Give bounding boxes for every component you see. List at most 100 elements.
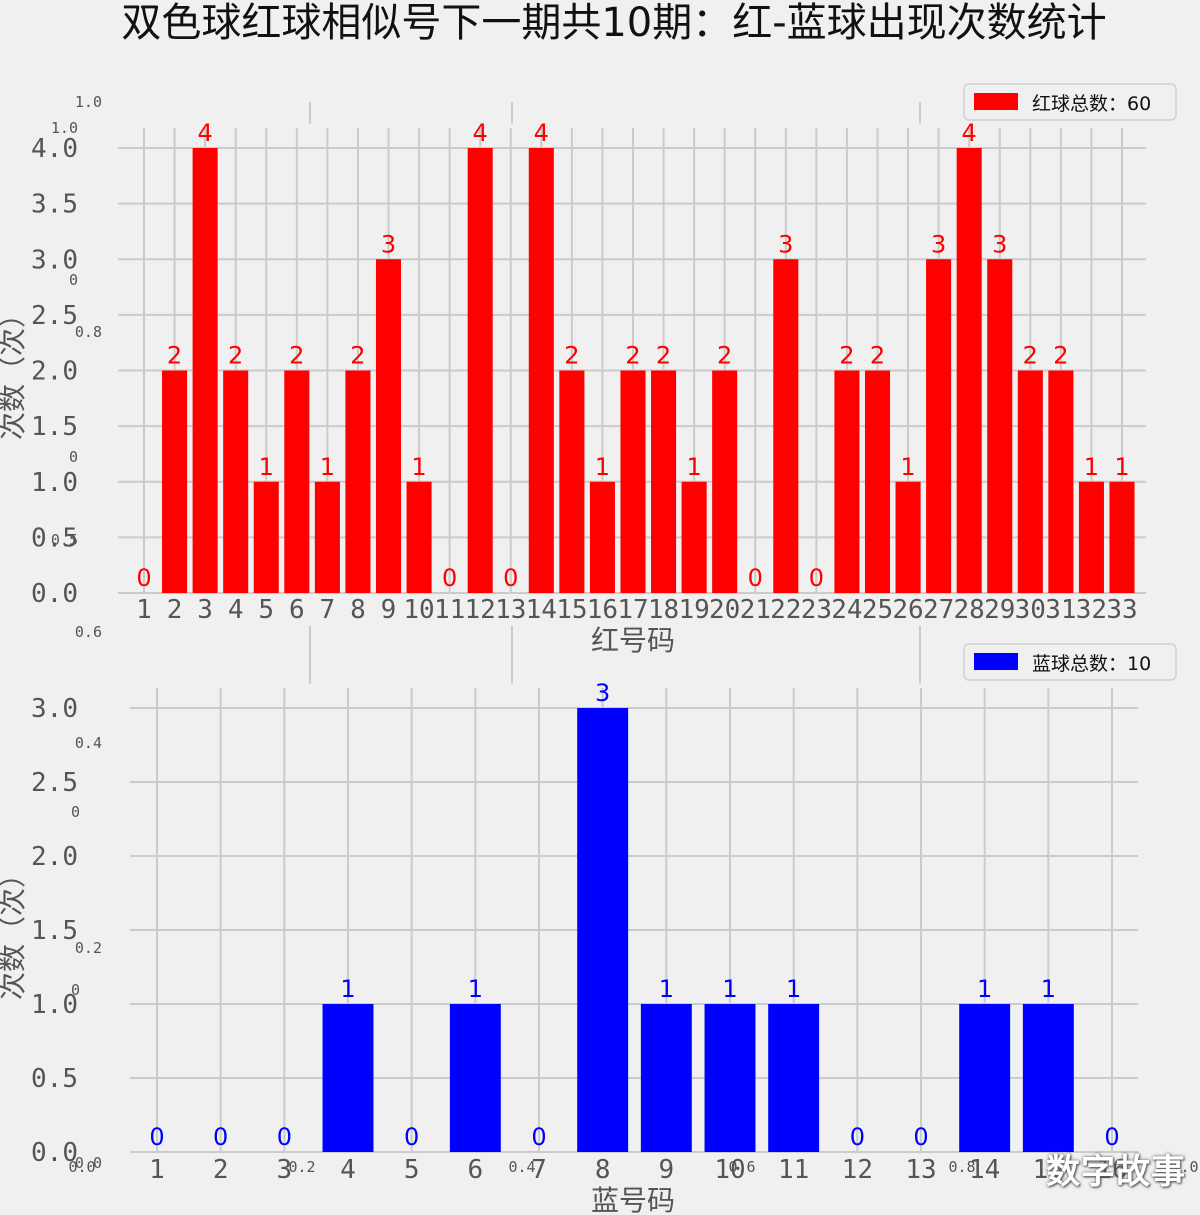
x-tick-label: 22 bbox=[770, 595, 801, 625]
x-axis-label: 红号码 bbox=[591, 624, 675, 657]
bar-value-label: 0 bbox=[503, 564, 518, 592]
bar-value-label: 2 bbox=[839, 342, 854, 370]
y-tick-label: 4.0 bbox=[31, 134, 78, 164]
bar-value-label: 0 bbox=[913, 1123, 928, 1151]
bar bbox=[1017, 370, 1043, 593]
bar-value-label: 1 bbox=[468, 975, 483, 1003]
x-tick-label: 27 bbox=[923, 595, 954, 625]
x-tick-label: 26 bbox=[892, 595, 923, 625]
legend-swatch bbox=[974, 653, 1018, 670]
x-tick-label: 33 bbox=[1106, 595, 1137, 625]
y-tick-label: 3.0 bbox=[31, 245, 78, 275]
x-tick-label: 13 bbox=[495, 595, 526, 625]
bar-value-label: 2 bbox=[656, 342, 671, 370]
bar-value-label: 3 bbox=[595, 679, 610, 707]
bar-value-label: 2 bbox=[228, 342, 243, 370]
y-axis-label: 次数（次） bbox=[0, 300, 29, 440]
x-tick-label: 7 bbox=[531, 1155, 547, 1185]
bar-value-label: 2 bbox=[625, 342, 640, 370]
x-tick-label: 11 bbox=[434, 595, 465, 625]
bar-value-label: 0 bbox=[136, 564, 151, 592]
y-tick-label: 2.0 bbox=[31, 842, 78, 872]
ghost-tick-label: 0.4 bbox=[508, 1158, 535, 1176]
bar bbox=[1048, 370, 1074, 593]
bar bbox=[712, 370, 738, 593]
bar-value-label: 1 bbox=[1084, 453, 1099, 481]
x-tick-label: 9 bbox=[381, 595, 397, 625]
x-tick-label: 30 bbox=[1015, 595, 1046, 625]
ghost-tick-label: 0 bbox=[69, 271, 78, 289]
bar-value-label: 1 bbox=[900, 453, 915, 481]
bar-value-label: 4 bbox=[962, 119, 977, 147]
x-tick-label: 28 bbox=[954, 595, 985, 625]
x-tick-label: 1 bbox=[149, 1155, 165, 1185]
bar-value-label: 3 bbox=[931, 230, 946, 258]
bar bbox=[1109, 481, 1135, 593]
y-tick-label: 2.5 bbox=[31, 768, 78, 798]
y-tick-label: 2.5 bbox=[31, 301, 78, 331]
x-tick-label: 31 bbox=[1045, 595, 1076, 625]
ghost-tick-label: 1.0 bbox=[75, 93, 102, 111]
bar bbox=[577, 708, 629, 1152]
bar bbox=[559, 370, 585, 593]
bar bbox=[704, 1004, 756, 1152]
ghost-tick-label: 0.8 bbox=[948, 1158, 975, 1176]
bar bbox=[620, 370, 646, 593]
ghost-tick-label: 1.0 bbox=[1171, 1158, 1198, 1176]
x-tick-label: 4 bbox=[340, 1155, 356, 1185]
bar bbox=[253, 481, 279, 593]
ghost-tick-label: 0.0 bbox=[68, 1158, 95, 1176]
bar-value-label: 3 bbox=[778, 230, 793, 258]
y-tick-label: 1.5 bbox=[31, 412, 78, 442]
red-ball-chart: 0.00.51.01.52.02.53.03.54.00122432415261… bbox=[0, 83, 1177, 657]
bar bbox=[345, 370, 371, 593]
bar bbox=[449, 1004, 501, 1152]
x-tick-label: 17 bbox=[617, 595, 648, 625]
bar bbox=[1078, 481, 1104, 593]
bar bbox=[192, 148, 218, 593]
blue-ball-chart: 0.00.51.01.52.02.53.00102031405160738191… bbox=[0, 643, 1177, 1215]
bar-value-label: 0 bbox=[1104, 1123, 1119, 1151]
x-tick-label: 8 bbox=[595, 1155, 611, 1185]
bar bbox=[956, 148, 982, 593]
bar bbox=[768, 1004, 820, 1152]
x-tick-label: 5 bbox=[404, 1155, 420, 1185]
bar bbox=[1022, 1004, 1074, 1152]
bar-value-label: 2 bbox=[1053, 342, 1068, 370]
bar-value-label: 0 bbox=[850, 1123, 865, 1151]
x-tick-label: 29 bbox=[984, 595, 1015, 625]
y-tick-label: 2.0 bbox=[31, 357, 78, 387]
bar bbox=[640, 1004, 692, 1152]
bar-value-label: 2 bbox=[167, 342, 182, 370]
watermark-text: 数字故事 bbox=[1046, 1152, 1186, 1192]
x-tick-label: 10 bbox=[714, 1155, 745, 1185]
bar-value-label: 4 bbox=[197, 119, 212, 147]
bar-value-label: 1 bbox=[411, 453, 426, 481]
x-tick-label: 14 bbox=[526, 595, 557, 625]
x-tick-label: 19 bbox=[678, 595, 709, 625]
bar-value-label: 1 bbox=[340, 975, 355, 1003]
bar bbox=[589, 481, 615, 593]
x-tick-label: 5 bbox=[258, 595, 274, 625]
bar-value-label: 0 bbox=[442, 564, 457, 592]
x-tick-label: 2 bbox=[167, 595, 183, 625]
legend: 红球总数：60 bbox=[963, 83, 1177, 121]
bar bbox=[375, 259, 402, 593]
bar-value-label: 2 bbox=[717, 342, 732, 370]
x-tick-label: 21 bbox=[740, 595, 771, 625]
bar bbox=[314, 481, 340, 593]
x-tick-label: 16 bbox=[1096, 1155, 1127, 1185]
bar bbox=[406, 481, 432, 593]
bar-value-label: 1 bbox=[320, 453, 335, 481]
y-tick-label: 0.0 bbox=[31, 1138, 78, 1168]
legend-label: 蓝球总数：10 bbox=[1032, 653, 1151, 675]
ghost-tick-label: 0 bbox=[69, 448, 78, 466]
x-tick-label: 9 bbox=[659, 1155, 675, 1185]
bar-value-label: 2 bbox=[1023, 342, 1038, 370]
x-tick-label: 8 bbox=[350, 595, 366, 625]
bar bbox=[926, 259, 952, 593]
y-tick-label: 1.5 bbox=[31, 916, 78, 946]
x-tick-label: 3 bbox=[197, 595, 213, 625]
bar-value-label: 3 bbox=[381, 230, 396, 258]
bar bbox=[773, 259, 799, 593]
